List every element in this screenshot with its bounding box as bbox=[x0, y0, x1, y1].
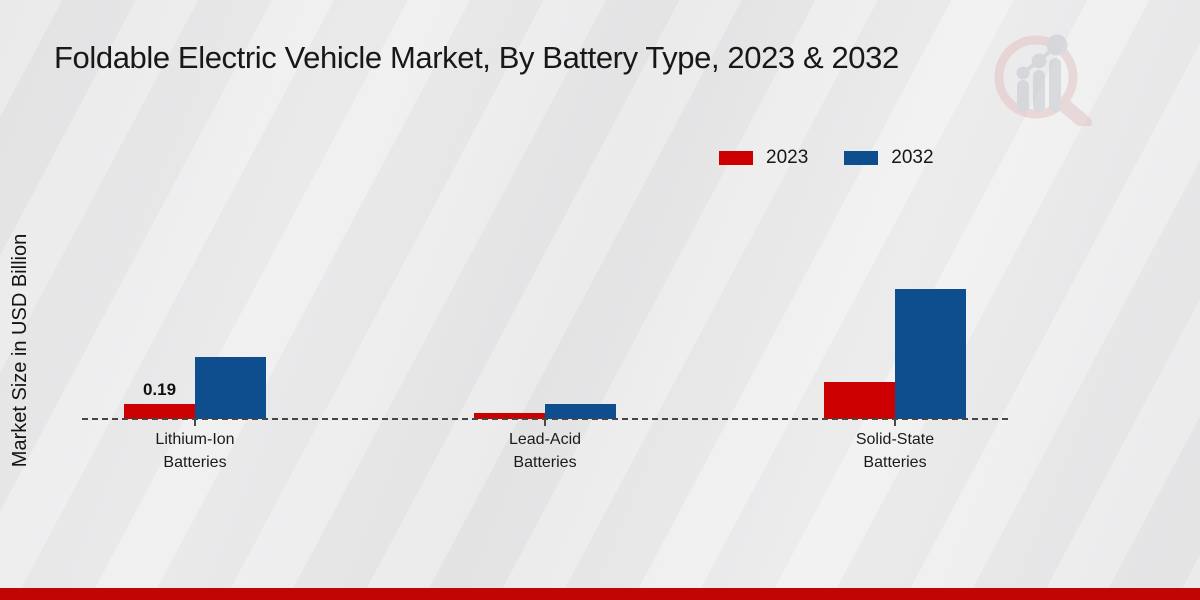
chart-legend: 2023 2032 bbox=[719, 147, 934, 169]
legend-item-2023: 2023 bbox=[719, 147, 808, 169]
footer-accent-bar bbox=[0, 588, 1200, 600]
category-label: Solid-State Batteries bbox=[855, 431, 935, 471]
bar-value-label: 0.19 bbox=[142, 380, 177, 399]
chart-title: Foldable Electric Vehicle Market, By Bat… bbox=[54, 40, 899, 75]
x-axis-baseline bbox=[82, 418, 1008, 420]
x-axis-tick bbox=[544, 420, 546, 426]
legend-label-2032: 2032 bbox=[891, 147, 934, 168]
legend-label-2023: 2023 bbox=[766, 147, 809, 168]
category-label: Lithium-Ion Batteries bbox=[155, 431, 235, 471]
market-research-future-logo-icon bbox=[994, 34, 1092, 126]
bar-2023-category-0 bbox=[124, 404, 195, 419]
bar-2023-category-1 bbox=[474, 413, 545, 419]
legend-swatch-2023-icon bbox=[719, 151, 753, 165]
legend-item-2032: 2032 bbox=[844, 147, 934, 169]
bar-2032-category-0 bbox=[195, 357, 266, 419]
x-axis-tick bbox=[194, 420, 196, 426]
bar-2032-category-2 bbox=[895, 289, 966, 419]
legend-swatch-2032-icon bbox=[844, 151, 879, 165]
bar-2032-category-1 bbox=[545, 404, 616, 419]
x-axis-tick bbox=[894, 420, 896, 426]
bar-2023-category-2 bbox=[824, 382, 895, 419]
category-label: Lead-Acid Batteries bbox=[508, 431, 582, 471]
